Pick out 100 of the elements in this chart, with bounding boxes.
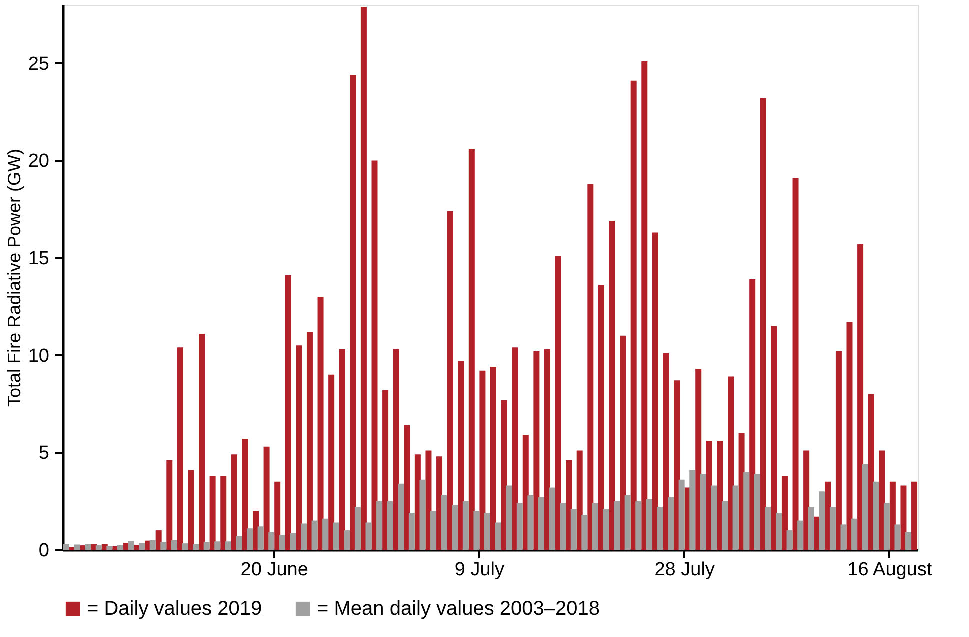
x-tick-label: 9 July bbox=[454, 560, 506, 580]
bar bbox=[732, 486, 739, 550]
bar bbox=[657, 507, 664, 550]
bar bbox=[879, 450, 886, 550]
bar bbox=[786, 530, 793, 550]
bar bbox=[193, 544, 200, 550]
bar bbox=[458, 361, 464, 550]
bar bbox=[322, 518, 329, 550]
bar bbox=[214, 542, 221, 550]
bar bbox=[852, 518, 858, 550]
bar bbox=[462, 501, 469, 550]
bar bbox=[576, 450, 583, 550]
bar bbox=[74, 544, 80, 550]
bar bbox=[700, 474, 706, 550]
bar bbox=[274, 482, 281, 550]
bar bbox=[468, 149, 475, 550]
bar bbox=[220, 476, 227, 550]
bar bbox=[253, 511, 259, 550]
bar bbox=[372, 160, 378, 550]
bar bbox=[350, 75, 356, 550]
y-tick-label: 5 bbox=[38, 443, 50, 464]
bar bbox=[570, 509, 577, 550]
bar bbox=[344, 530, 350, 550]
bar bbox=[890, 482, 896, 550]
bar bbox=[624, 496, 631, 550]
bar bbox=[393, 350, 400, 550]
bar bbox=[387, 501, 394, 550]
bar bbox=[674, 380, 680, 550]
bar bbox=[884, 503, 890, 550]
bar bbox=[506, 486, 512, 550]
bar bbox=[534, 351, 540, 550]
bar bbox=[630, 80, 637, 550]
bar bbox=[452, 505, 458, 550]
bar bbox=[549, 488, 556, 550]
bar bbox=[306, 332, 313, 550]
bar bbox=[646, 499, 652, 550]
x-tick-label: 20 June bbox=[240, 560, 308, 580]
bar bbox=[858, 244, 864, 550]
bar bbox=[210, 476, 216, 550]
bar bbox=[912, 482, 918, 550]
bar bbox=[636, 501, 642, 550]
bar bbox=[750, 279, 756, 550]
bar bbox=[711, 486, 718, 550]
bar bbox=[430, 511, 437, 550]
bar bbox=[188, 470, 194, 550]
y-tick-label: 10 bbox=[28, 346, 50, 367]
x-tick-label: 16 August bbox=[848, 560, 933, 580]
y-tick-label: 15 bbox=[28, 248, 50, 270]
bar bbox=[318, 296, 324, 550]
legend-label: = Daily values 2019 bbox=[87, 598, 262, 620]
bar bbox=[177, 348, 184, 550]
bar bbox=[830, 507, 836, 550]
bar bbox=[447, 211, 454, 550]
bar bbox=[199, 334, 206, 550]
bar bbox=[696, 368, 702, 550]
bar bbox=[592, 503, 598, 550]
bar bbox=[139, 543, 146, 550]
bar bbox=[484, 513, 490, 550]
x-tick-label: 28 July bbox=[654, 560, 716, 580]
bar bbox=[231, 454, 238, 550]
bar bbox=[771, 326, 778, 550]
bar bbox=[247, 528, 253, 550]
bar bbox=[906, 532, 912, 550]
bar bbox=[792, 178, 799, 550]
bar bbox=[588, 184, 594, 550]
bar bbox=[366, 522, 372, 550]
bar bbox=[268, 532, 275, 550]
bar bbox=[85, 544, 92, 550]
bar bbox=[798, 520, 804, 550]
bar bbox=[354, 507, 361, 550]
bar bbox=[728, 376, 734, 550]
bar bbox=[376, 501, 383, 550]
bar bbox=[96, 546, 102, 550]
bar bbox=[495, 522, 502, 550]
bar bbox=[620, 336, 626, 550]
bar bbox=[836, 351, 842, 550]
bar bbox=[404, 425, 410, 550]
bar bbox=[242, 439, 248, 550]
bar bbox=[408, 513, 415, 550]
bar bbox=[420, 480, 426, 550]
bar bbox=[566, 460, 572, 550]
bar bbox=[236, 536, 242, 550]
bar bbox=[480, 370, 486, 550]
bar bbox=[171, 540, 178, 550]
bar bbox=[128, 541, 134, 550]
bar bbox=[598, 285, 604, 550]
bar bbox=[668, 497, 674, 550]
bar bbox=[900, 486, 907, 550]
bar bbox=[528, 496, 534, 550]
bar bbox=[441, 496, 448, 550]
bar bbox=[166, 460, 173, 550]
bar bbox=[63, 544, 70, 550]
bar bbox=[339, 350, 346, 550]
bar bbox=[642, 61, 648, 550]
bar bbox=[754, 474, 760, 550]
bar bbox=[776, 513, 782, 550]
bar bbox=[436, 456, 443, 550]
bar bbox=[873, 482, 880, 550]
bar bbox=[744, 472, 750, 550]
bar bbox=[264, 446, 270, 550]
